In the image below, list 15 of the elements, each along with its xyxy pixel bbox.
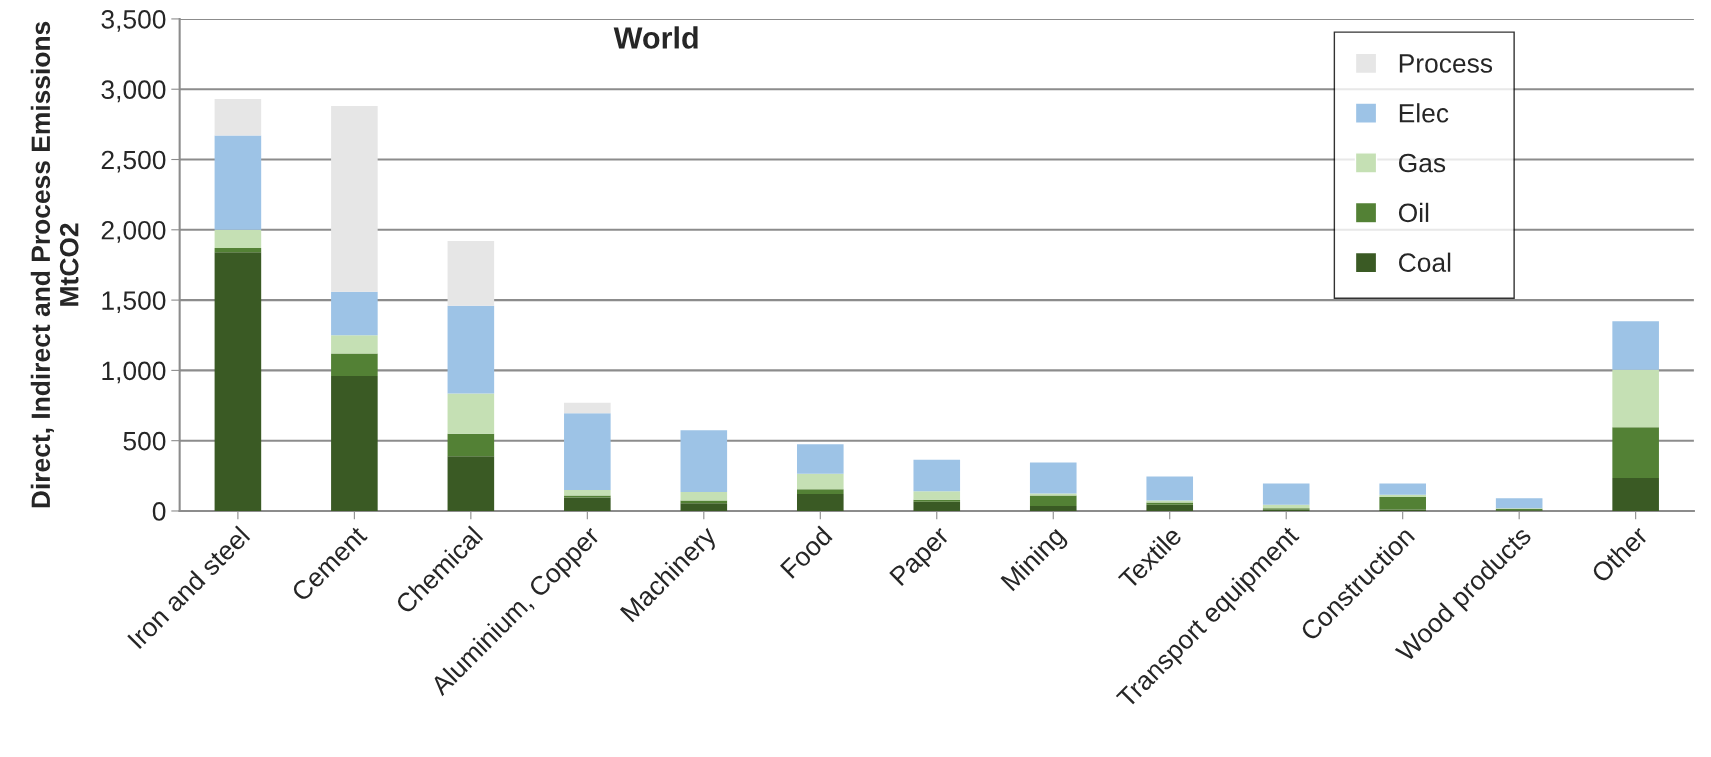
y-tick-label: 2,500 [101,150,166,173]
y-axis-title: Direct, Indirect and Process Emissions MtCO2 [30,21,79,508]
y-tick-label: 3,000 [101,80,166,103]
y-tick-label: 500 [123,431,166,451]
legend-label: Process [1399,54,1493,73]
y-tick-label: 2,000 [101,220,166,243]
y-tick-label: 0 [152,502,166,521]
legend-label: Coal [1399,252,1451,272]
y-tick-label: 3,500 [101,10,166,32]
legend-label: Oil [1398,202,1429,223]
chart-title: World [613,26,698,49]
y-tick-label: 1,500 [102,291,166,314]
legend-label: Elec [1399,103,1449,123]
y-tick-label: 1,000 [102,361,166,384]
legend-label: Gas [1399,153,1446,173]
